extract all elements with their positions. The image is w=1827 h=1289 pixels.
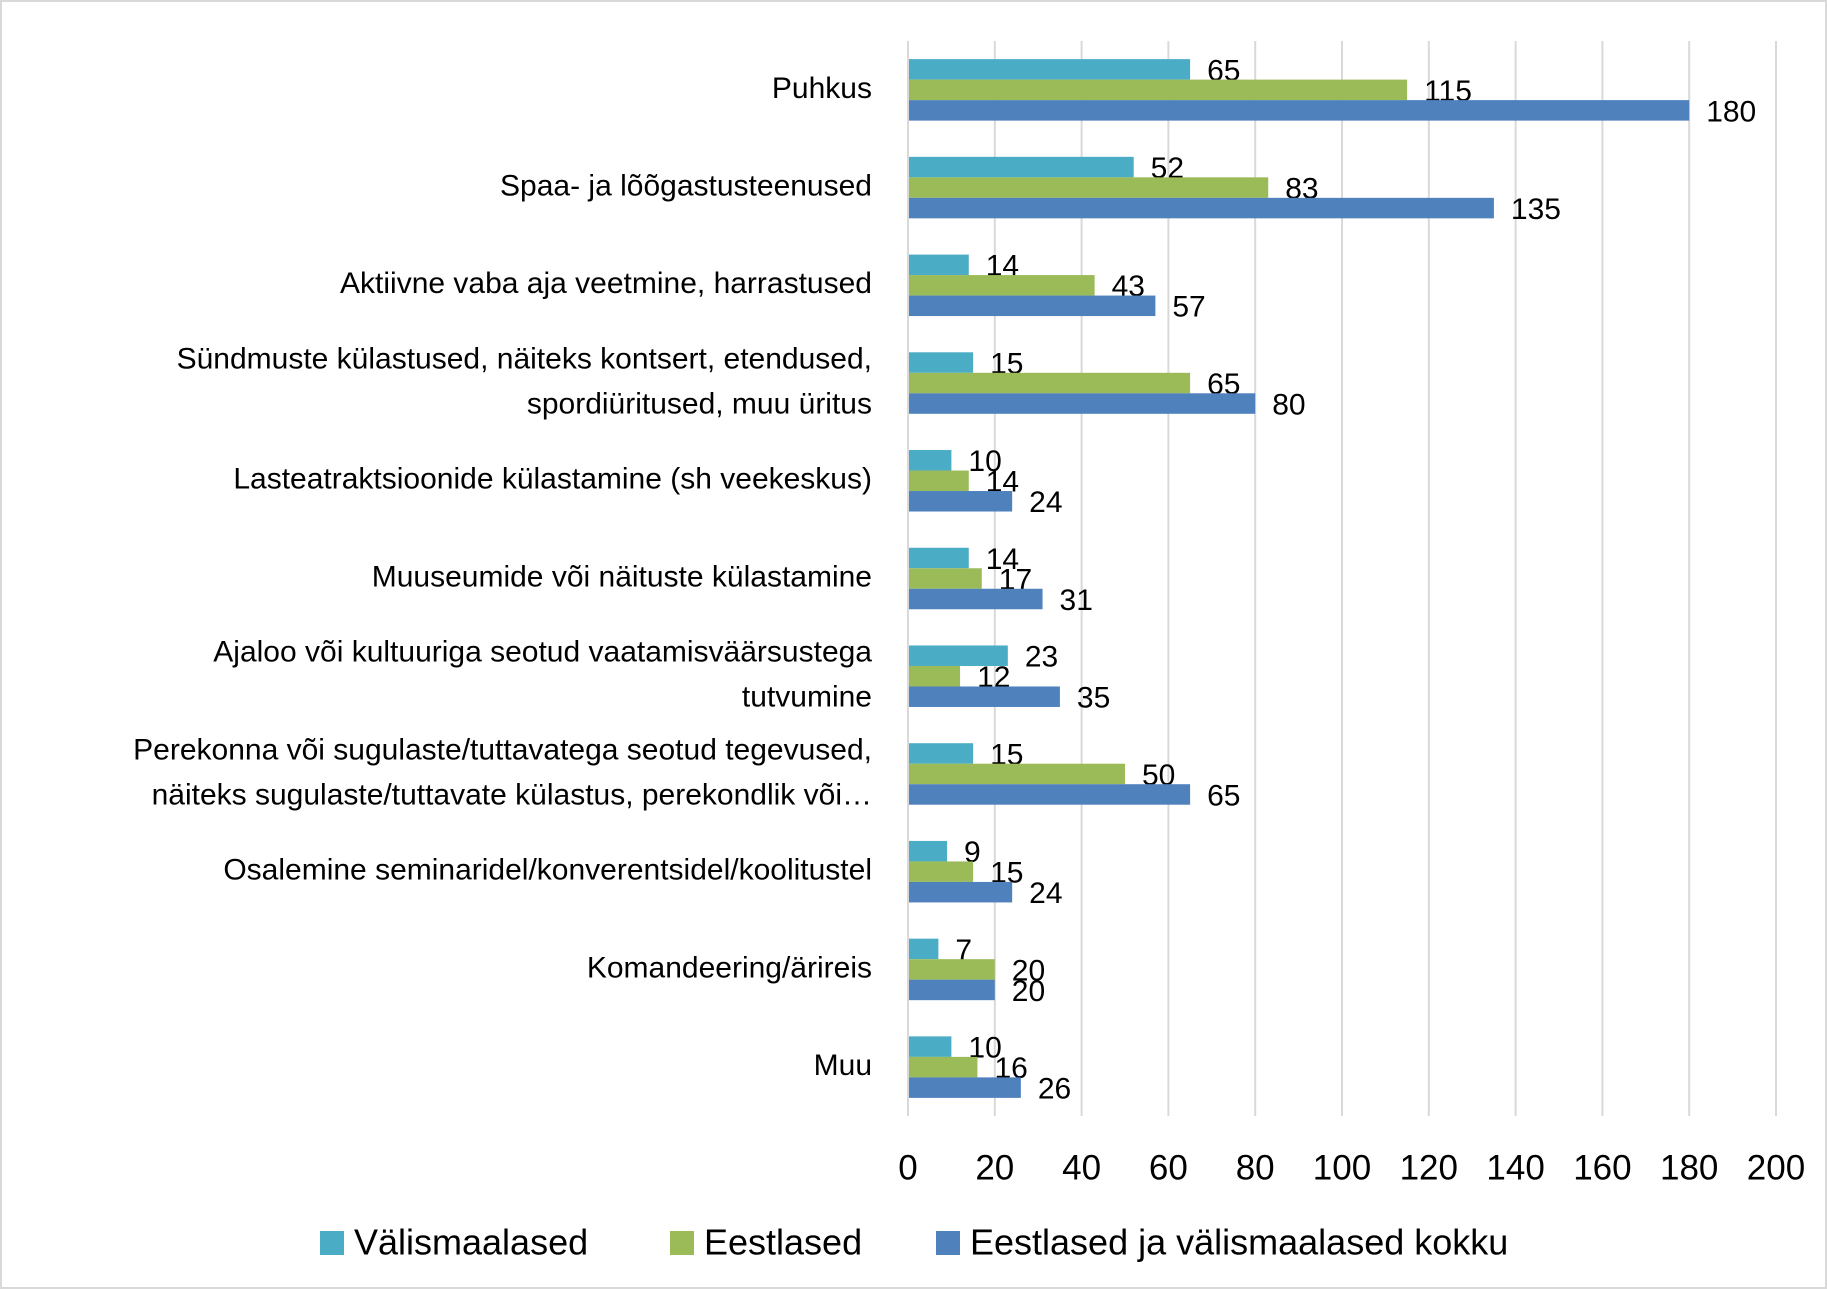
data-label: 65 [1207, 779, 1240, 812]
category-label: Puhkus [772, 72, 872, 105]
x-tick-label: 200 [1747, 1148, 1805, 1187]
x-tick-label: 60 [1149, 1148, 1188, 1187]
bar [908, 547, 969, 569]
data-label: 24 [1029, 486, 1062, 519]
data-label: 80 [1272, 388, 1305, 421]
category-label: Osalemine seminaridel/konverentsidel/koo… [223, 854, 872, 887]
legend-swatch [320, 1231, 344, 1255]
bar [908, 470, 969, 492]
bar [908, 1036, 952, 1057]
bar [908, 1077, 1021, 1098]
x-tick-label: 40 [1062, 1148, 1101, 1187]
bar [908, 450, 952, 471]
bar [908, 861, 974, 882]
bar [908, 59, 1191, 80]
data-label: 23 [1025, 641, 1058, 674]
category-label: Muuseumide või näituste külastamine [372, 560, 872, 593]
data-label: 10 [968, 445, 1001, 478]
x-tick-label: 180 [1660, 1148, 1718, 1187]
bar [908, 784, 1191, 805]
category-label: Komandeering/ärireis [587, 951, 872, 984]
bar [908, 491, 1013, 512]
x-tick-label: 20 [975, 1148, 1014, 1187]
bar [908, 1056, 978, 1078]
bar [908, 393, 1256, 414]
legend-label: Eestlased ja välismaalased kokku [970, 1222, 1508, 1263]
data-label: 35 [1077, 682, 1110, 715]
bar [908, 686, 1060, 707]
data-label: 57 [1172, 291, 1205, 324]
bar [908, 959, 995, 980]
category-label: Perekonna või sugulaste/tuttavatega seot… [133, 733, 872, 766]
data-label: 24 [1029, 877, 1062, 910]
category-label: näiteks sugulaste/tuttavate külastus, pe… [152, 778, 872, 811]
bar [908, 197, 1494, 219]
legend-label: Eestlased [704, 1222, 862, 1263]
category-label: tutvumine [742, 681, 872, 714]
data-label: 20 [1012, 954, 1045, 987]
bar [908, 372, 1191, 394]
data-label: 180 [1706, 95, 1756, 128]
bar [908, 156, 1134, 178]
x-tick-label: 160 [1573, 1148, 1631, 1187]
category-label: Sündmuste külastused, näiteks kontsert, … [177, 342, 872, 375]
bar [908, 79, 1408, 101]
bar [908, 665, 961, 687]
legend-label: Välismaalased [354, 1222, 588, 1263]
data-label: 135 [1511, 193, 1561, 226]
bar [908, 254, 969, 276]
category-label: Lasteatraktsioonide külastamine (sh veek… [233, 463, 872, 496]
category-label: Muu [814, 1049, 872, 1082]
category-label: Ajaloo või kultuuriga seotud vaatamisvää… [213, 636, 872, 669]
x-tick-label: 100 [1313, 1148, 1371, 1187]
bar [908, 177, 1269, 198]
bar [908, 840, 948, 862]
x-tick-label: 120 [1400, 1148, 1458, 1187]
bar [908, 645, 1008, 666]
bar [908, 352, 974, 373]
bar [908, 100, 1690, 121]
bar [908, 295, 1156, 317]
data-label: 31 [1060, 584, 1093, 617]
category-label: spordiüritused, muu üritus [527, 387, 872, 420]
data-label: 20 [1012, 975, 1045, 1008]
category-label: Spaa- ja lõõgastusteenused [500, 170, 872, 203]
x-tick-label: 80 [1236, 1148, 1275, 1187]
data-label: 26 [1038, 1073, 1071, 1106]
legend-swatch [670, 1231, 694, 1255]
x-tick-label: 140 [1486, 1148, 1544, 1187]
bar [908, 763, 1125, 785]
bar [908, 979, 995, 1001]
bar [908, 881, 1013, 903]
bar [908, 743, 974, 764]
x-tick-label: 0 [898, 1148, 917, 1187]
bar [908, 568, 982, 589]
category-label: Aktiivne vaba aja veetmine, harrastused [340, 267, 872, 300]
bar [908, 588, 1043, 610]
data-label: 14 [986, 543, 1019, 576]
bar [908, 938, 939, 960]
bar [908, 275, 1095, 296]
data-label: 7 [955, 934, 972, 967]
legend-swatch [936, 1231, 960, 1255]
data-label: 9 [964, 836, 981, 869]
